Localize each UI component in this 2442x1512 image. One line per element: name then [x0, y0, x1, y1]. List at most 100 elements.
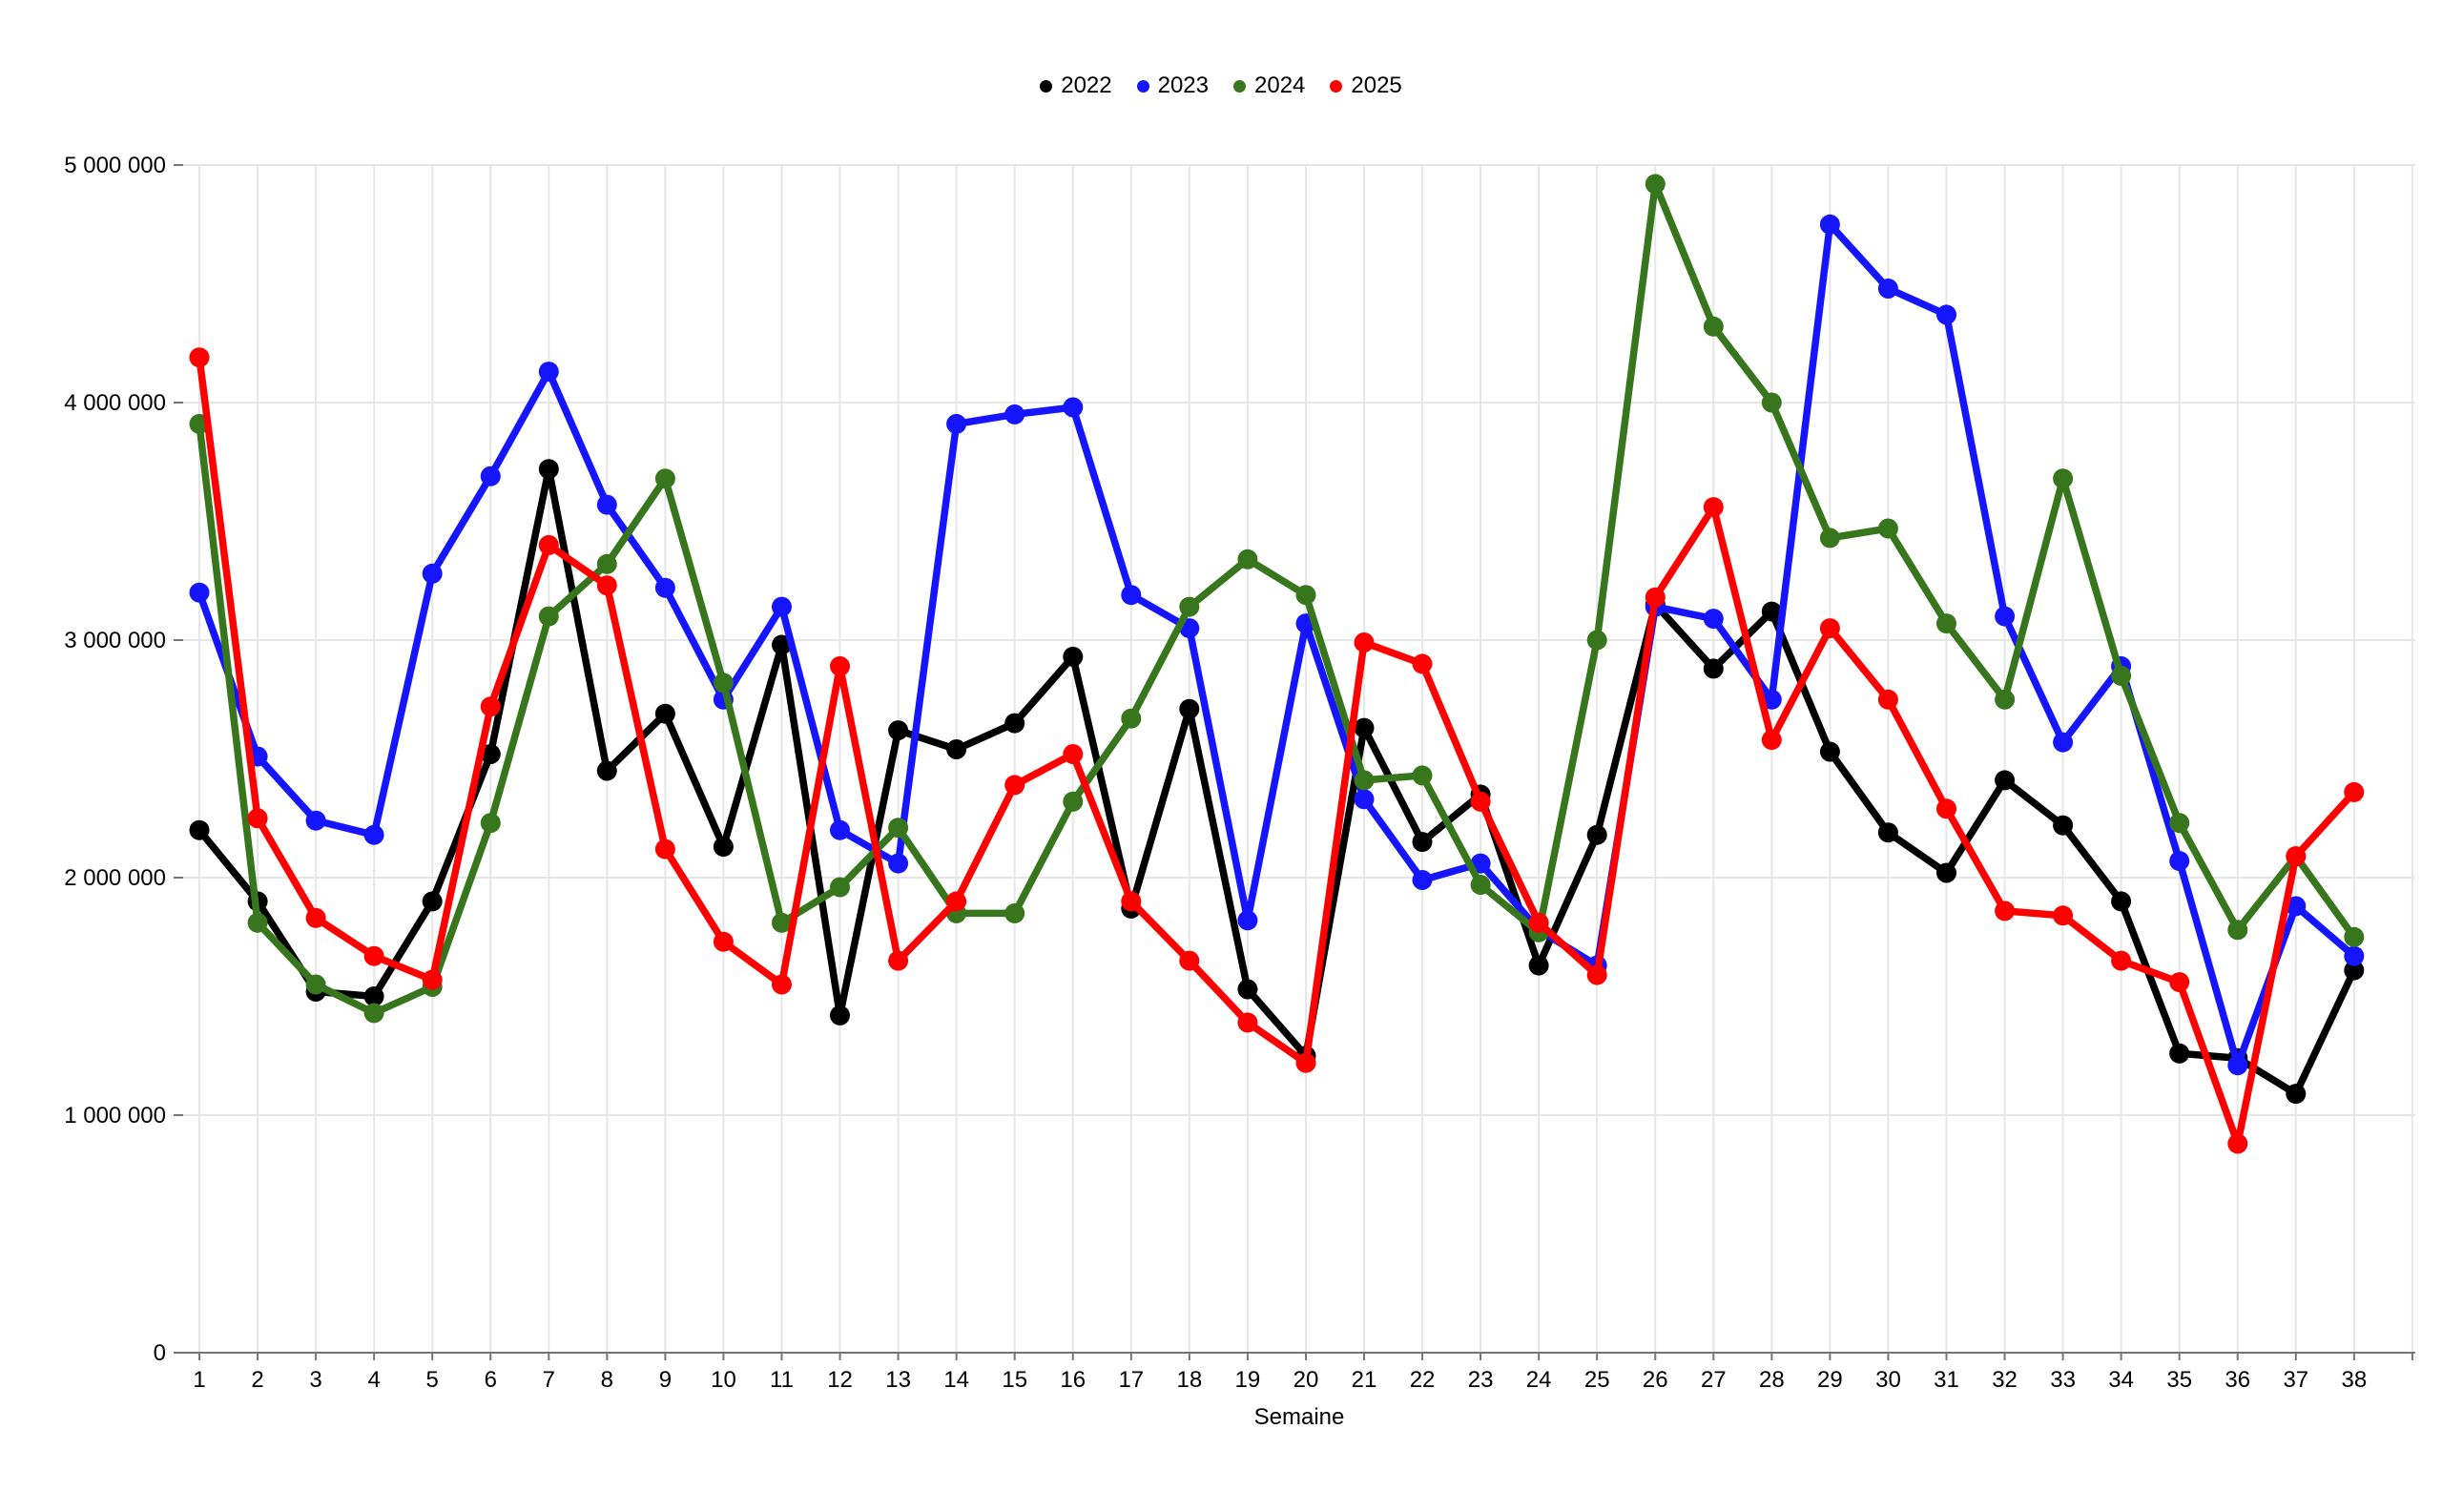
data-point [1586, 630, 1607, 651]
x-tick-label: 16 [1060, 1367, 1086, 1393]
data-point [1645, 587, 1666, 608]
data-point [888, 950, 909, 971]
data-point [2169, 851, 2190, 872]
data-point [1354, 717, 1375, 738]
data-point [1528, 912, 1549, 933]
data-point [2111, 950, 2132, 971]
data-point [1004, 775, 1025, 796]
data-point [1179, 950, 1200, 971]
x-tick-label: 28 [1759, 1367, 1785, 1393]
data-point [1412, 765, 1433, 786]
data-point [1936, 613, 1956, 634]
data-point [363, 986, 384, 1006]
data-point [1004, 902, 1025, 923]
x-tick-label: 15 [1002, 1367, 1027, 1393]
legend-item-2025: 2025 [1330, 72, 1402, 99]
data-point [713, 837, 734, 858]
legend-label: 2022 [1061, 72, 1112, 98]
data-point [1936, 862, 1956, 883]
x-tick-label: 14 [943, 1367, 969, 1393]
data-point [713, 931, 734, 952]
data-point [1877, 822, 1898, 843]
x-tick-label: 30 [1875, 1367, 1901, 1393]
data-point [1237, 549, 1258, 570]
data-point [2344, 781, 2365, 802]
x-tick-label: 9 [659, 1367, 672, 1393]
data-point [1877, 279, 1898, 299]
x-tick-label: 26 [1643, 1367, 1668, 1393]
data-point [1877, 689, 1898, 710]
data-point [1819, 528, 1840, 549]
data-point [1819, 214, 1840, 235]
x-tick-label: 36 [2225, 1367, 2250, 1393]
data-point [422, 563, 443, 584]
data-point [772, 596, 792, 617]
data-point [422, 969, 443, 990]
data-point [2053, 815, 2074, 836]
data-point [305, 810, 326, 831]
x-tick-label: 19 [1235, 1367, 1261, 1393]
data-point [2286, 846, 2307, 867]
x-tick-label: 17 [1118, 1367, 1144, 1393]
series-2025 [189, 347, 2365, 1154]
data-point [1995, 770, 2016, 791]
data-point [1295, 1052, 1316, 1073]
data-point [1586, 824, 1607, 845]
data-point [2053, 468, 2074, 489]
data-point [830, 1005, 850, 1025]
data-point [189, 347, 210, 368]
data-point [1237, 979, 1258, 1000]
data-point [1995, 901, 2016, 922]
data-point [1179, 698, 1200, 719]
data-point [946, 413, 967, 434]
data-point [2169, 813, 2190, 834]
data-point [1412, 653, 1433, 674]
data-point [1936, 798, 1956, 819]
x-tick-label: 35 [2166, 1367, 2192, 1393]
data-point [1412, 832, 1433, 853]
data-point [2227, 1055, 2248, 1076]
x-tick-label: 31 [1934, 1367, 1959, 1393]
x-tick-label: 12 [827, 1367, 853, 1393]
data-point [1761, 392, 1782, 413]
data-point [1354, 632, 1375, 652]
data-point [1354, 789, 1375, 810]
data-point [1645, 174, 1666, 195]
data-point [247, 912, 268, 933]
data-point [1761, 730, 1782, 751]
data-point [422, 891, 443, 912]
data-point [480, 466, 501, 487]
data-point [1703, 497, 1724, 518]
data-point [480, 744, 501, 764]
data-point [1063, 646, 1084, 667]
data-point [654, 468, 675, 489]
data-point [1877, 518, 1898, 539]
data-point [1470, 791, 1491, 812]
data-point [596, 575, 617, 596]
data-point [1528, 955, 1549, 976]
data-point [305, 974, 326, 995]
data-point [2169, 1043, 2190, 1064]
data-point [538, 534, 559, 555]
data-point [189, 582, 210, 603]
data-point [654, 839, 675, 860]
legend-label: 2024 [1254, 72, 1306, 98]
x-tick-label: 29 [1817, 1367, 1843, 1393]
data-point [772, 912, 792, 933]
data-point [1412, 870, 1433, 890]
y-tick-label: 0 [154, 1340, 166, 1366]
data-point [946, 739, 967, 759]
data-point [2286, 1084, 2307, 1105]
data-point [946, 891, 967, 912]
x-tick-label: 13 [885, 1367, 911, 1393]
data-point [480, 813, 501, 834]
data-point [538, 362, 559, 383]
series-2024 [189, 174, 2365, 1024]
y-tick-label: 5 000 000 [64, 153, 166, 178]
data-point [1004, 713, 1025, 734]
data-point [2169, 972, 2190, 993]
legend-dot-icon [1040, 79, 1053, 93]
legend-item-2022: 2022 [1040, 72, 1112, 99]
